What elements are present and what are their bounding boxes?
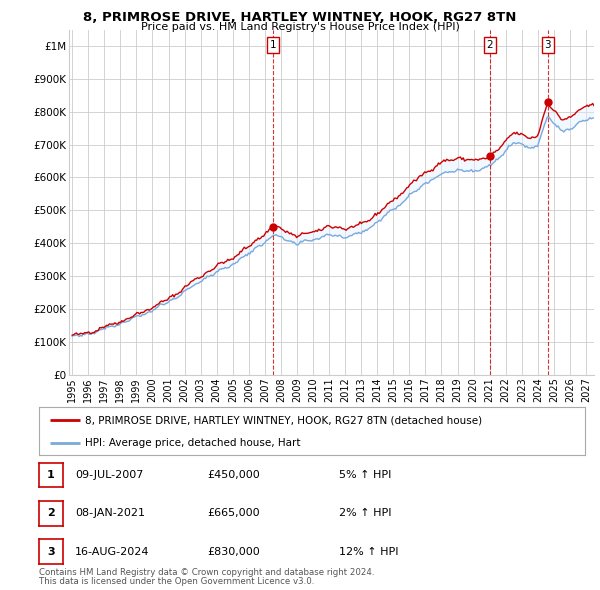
Text: 8, PRIMROSE DRIVE, HARTLEY WINTNEY, HOOK, RG27 8TN (detached house): 8, PRIMROSE DRIVE, HARTLEY WINTNEY, HOOK… [85,415,482,425]
Text: Contains HM Land Registry data © Crown copyright and database right 2024.: Contains HM Land Registry data © Crown c… [39,568,374,576]
Text: £450,000: £450,000 [207,470,260,480]
Text: 09-JUL-2007: 09-JUL-2007 [75,470,143,480]
Text: 2: 2 [47,509,55,518]
Text: 1: 1 [270,40,277,50]
Text: 5% ↑ HPI: 5% ↑ HPI [339,470,391,480]
Text: £830,000: £830,000 [207,547,260,556]
Text: 3: 3 [544,40,551,50]
Text: 08-JAN-2021: 08-JAN-2021 [75,509,145,518]
Text: £665,000: £665,000 [207,509,260,518]
Text: 2: 2 [487,40,493,50]
Text: 8, PRIMROSE DRIVE, HARTLEY WINTNEY, HOOK, RG27 8TN: 8, PRIMROSE DRIVE, HARTLEY WINTNEY, HOOK… [83,11,517,24]
Text: 3: 3 [47,547,55,556]
Text: 12% ↑ HPI: 12% ↑ HPI [339,547,398,556]
Text: This data is licensed under the Open Government Licence v3.0.: This data is licensed under the Open Gov… [39,577,314,586]
Text: 16-AUG-2024: 16-AUG-2024 [75,547,149,556]
Text: 2% ↑ HPI: 2% ↑ HPI [339,509,391,518]
Text: Price paid vs. HM Land Registry's House Price Index (HPI): Price paid vs. HM Land Registry's House … [140,22,460,32]
Text: HPI: Average price, detached house, Hart: HPI: Average price, detached house, Hart [85,438,301,448]
Text: 1: 1 [47,470,55,480]
